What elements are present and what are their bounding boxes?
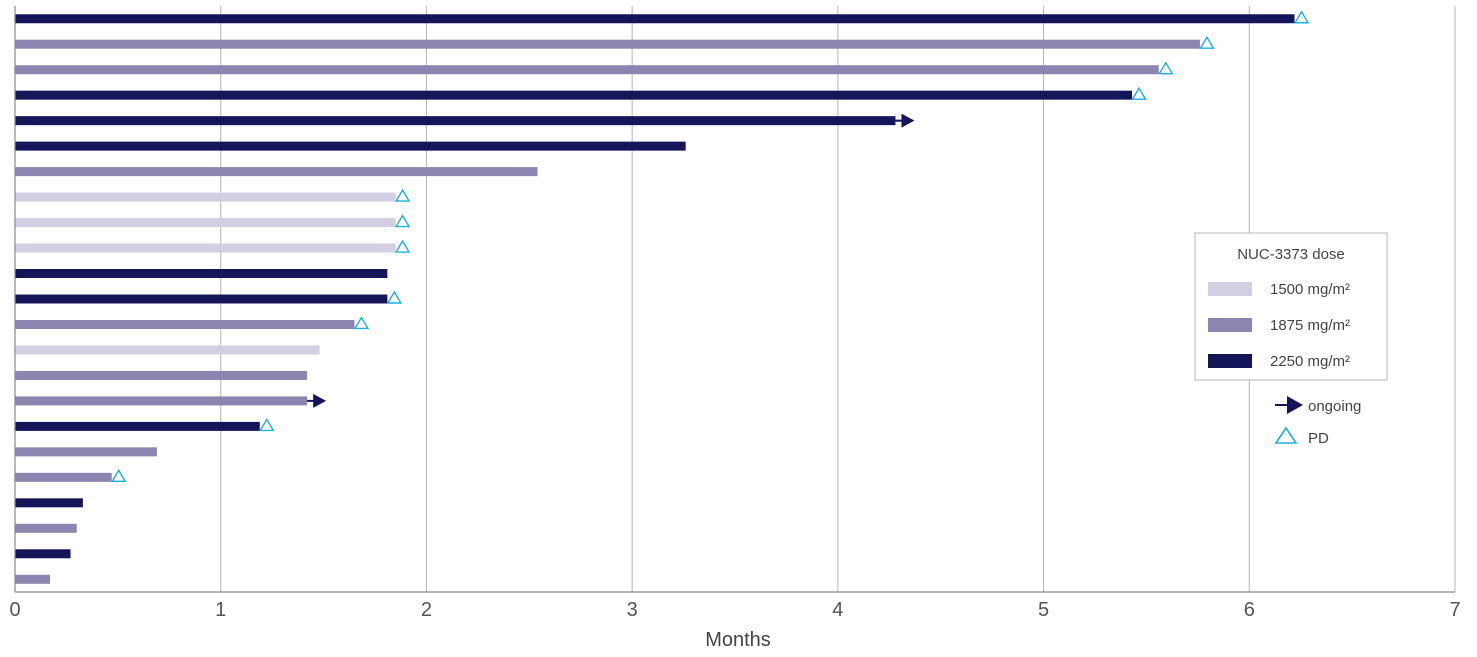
x-axis-title: Months: [705, 629, 771, 651]
pd-marker: [1199, 35, 1215, 49]
bar: [15, 65, 1159, 75]
legend-swatch: [1208, 354, 1252, 368]
bar: [15, 370, 308, 380]
legend-series-label: 1500 mg/m²: [1270, 281, 1350, 298]
bar: [15, 14, 1295, 24]
bar: [15, 447, 157, 457]
bars-group: [15, 14, 1295, 584]
pd-marker: [394, 239, 411, 253]
x-tick-label: 1: [215, 599, 226, 621]
legend-series-label: 2250 mg/m²: [1270, 353, 1350, 370]
x-tick-label: 4: [832, 599, 843, 621]
legend-pd-label: PD: [1308, 430, 1329, 447]
legend-swatch: [1208, 318, 1252, 332]
bar: [15, 294, 388, 304]
x-tick-label: 5: [1038, 599, 1049, 621]
legend-ongoing: ongoing: [1275, 396, 1361, 415]
pd-marker: [110, 468, 127, 483]
x-tick-label: 2: [421, 599, 432, 621]
legend-title: NUC-3373 dose: [1237, 246, 1345, 263]
bar: [15, 116, 896, 126]
legend-series-label: 1875 mg/m²: [1270, 317, 1350, 334]
ongoing-marker: [901, 113, 915, 128]
legend-swatch: [1208, 282, 1252, 296]
bar: [15, 574, 50, 584]
bar: [15, 549, 71, 559]
bar: [15, 345, 320, 355]
bar: [15, 90, 1133, 100]
legend-pd: PD: [1274, 426, 1329, 447]
bar: [15, 421, 260, 431]
bar: [15, 269, 388, 279]
x-tick-label: 6: [1244, 599, 1255, 621]
bar: [15, 243, 396, 253]
pd-marker: [394, 214, 411, 228]
pd-marker: [1158, 61, 1174, 75]
bar: [15, 218, 396, 228]
bar: [15, 472, 112, 482]
legend-series: 1500 mg/m² 1875 mg/m² 2250 mg/m²: [1208, 281, 1350, 370]
bar: [15, 498, 83, 508]
bar: [15, 39, 1200, 49]
bar: [15, 192, 396, 202]
x-tick-label: 3: [627, 599, 638, 621]
legend: NUC-3373 dose 1500 mg/m² 1875 mg/m² 2250 m…: [1194, 232, 1388, 447]
bar: [15, 167, 538, 177]
pd-marker: [259, 418, 275, 432]
pd-marker: [1293, 10, 1310, 24]
arrow-right-icon-head: [1287, 396, 1303, 414]
x-tick-label: 7: [1449, 599, 1460, 621]
triangle-icon: [1274, 426, 1298, 444]
pd-marker: [386, 290, 403, 304]
pd-marker: [1131, 86, 1147, 100]
bar: [15, 319, 355, 329]
ongoing-marker: [313, 393, 327, 408]
pd-marker: [394, 188, 411, 202]
bar: [15, 523, 77, 533]
legend-ongoing-label: ongoing: [1308, 398, 1361, 415]
pd-marker: [353, 316, 370, 330]
x-tick-label: 0: [9, 599, 20, 621]
markers-group: [110, 10, 1310, 483]
bar: [15, 396, 308, 406]
bar: [15, 141, 686, 151]
x-tick-labels: 0 1 2 3 4 5 6 7: [9, 599, 1460, 621]
